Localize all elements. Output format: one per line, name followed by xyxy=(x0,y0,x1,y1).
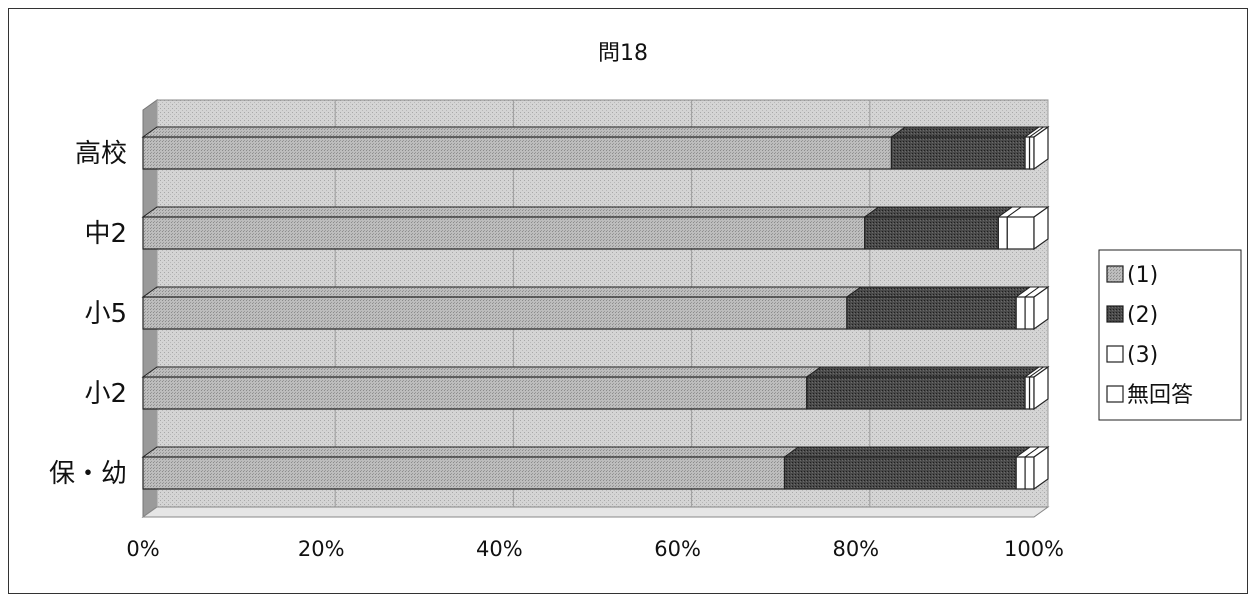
plot-area xyxy=(141,99,1050,518)
bar-segment xyxy=(1024,296,1035,330)
x-tick-label: 40% xyxy=(476,537,523,561)
legend-label: (2) xyxy=(1127,303,1158,328)
bar-segment xyxy=(806,376,1026,410)
bar-segment xyxy=(846,296,1017,330)
x-tick-label: 80% xyxy=(832,537,879,561)
bar-segment-top xyxy=(805,366,1041,378)
bar-segment xyxy=(142,456,786,490)
bar-segment xyxy=(864,216,999,250)
bar-segment xyxy=(1015,296,1026,330)
bar-segment-top xyxy=(141,126,908,138)
legend: (1) (2) (3) 無回答 xyxy=(1098,249,1242,421)
category-label: 高校 xyxy=(75,139,127,169)
category-label: 保・幼 xyxy=(49,459,127,489)
bar-segment-top xyxy=(141,446,801,458)
bar-小5 xyxy=(141,285,1050,331)
bar-小2 xyxy=(141,365,1050,411)
bar-segment xyxy=(997,216,1008,250)
bar-end-face xyxy=(1033,285,1049,331)
bar-segment-top xyxy=(863,206,1014,218)
bar-segment xyxy=(783,456,1017,490)
x-tick-label: 0% xyxy=(126,537,159,561)
chart-title: 問18 xyxy=(598,41,648,66)
bar-高校 xyxy=(141,125,1050,171)
bar-segment-top xyxy=(889,126,1041,138)
legend-swatch xyxy=(1106,385,1124,403)
bar-segment xyxy=(142,376,808,410)
x-tick-label: 20% xyxy=(298,537,345,561)
bar-segment xyxy=(142,296,848,330)
legend-swatch xyxy=(1106,265,1124,283)
category-label: 小5 xyxy=(84,299,127,329)
legend-swatch xyxy=(1106,345,1124,363)
category-label: 中2 xyxy=(84,219,127,249)
bar-segment-top xyxy=(141,286,863,298)
category-label: 小2 xyxy=(84,379,127,409)
bar-end-face xyxy=(1033,445,1049,491)
bar-end-face xyxy=(1033,205,1049,251)
bar-segment-top xyxy=(141,206,881,218)
bar-中2 xyxy=(141,205,1050,251)
bar-segment xyxy=(1028,376,1035,410)
bar-segment xyxy=(1006,216,1035,250)
legend-item: (2) xyxy=(1106,303,1158,328)
bar-segment-top xyxy=(845,286,1032,298)
x-tick-label: 100% xyxy=(1004,537,1064,561)
bar-segment-top xyxy=(141,366,823,378)
legend-label: 無回答 xyxy=(1127,383,1193,408)
legend-label: (1) xyxy=(1127,263,1158,288)
bar-保・幼 xyxy=(141,445,1050,491)
legend-item: 無回答 xyxy=(1106,383,1193,408)
bar-segment xyxy=(142,136,893,170)
bar-segment xyxy=(142,216,866,250)
bar-segment xyxy=(1024,376,1031,410)
legend-label: (3) xyxy=(1127,343,1158,368)
value-axis-labels: 0% 20% 40% 60% 80% 100% xyxy=(126,537,1064,561)
bar-end-face xyxy=(1033,125,1049,171)
bar-segment xyxy=(1015,456,1026,490)
legend-swatch xyxy=(1106,305,1124,323)
bar-segment xyxy=(890,136,1026,170)
bar-segment xyxy=(1024,456,1035,490)
x-tick-label: 60% xyxy=(654,537,701,561)
bar-segment-top xyxy=(782,446,1032,458)
bar-segment xyxy=(1024,136,1031,170)
floor xyxy=(141,506,1050,518)
legend-item: (1) xyxy=(1106,263,1158,288)
bar-end-face xyxy=(1033,365,1049,411)
bar-segment xyxy=(1028,136,1035,170)
legend-item: (3) xyxy=(1106,343,1158,368)
